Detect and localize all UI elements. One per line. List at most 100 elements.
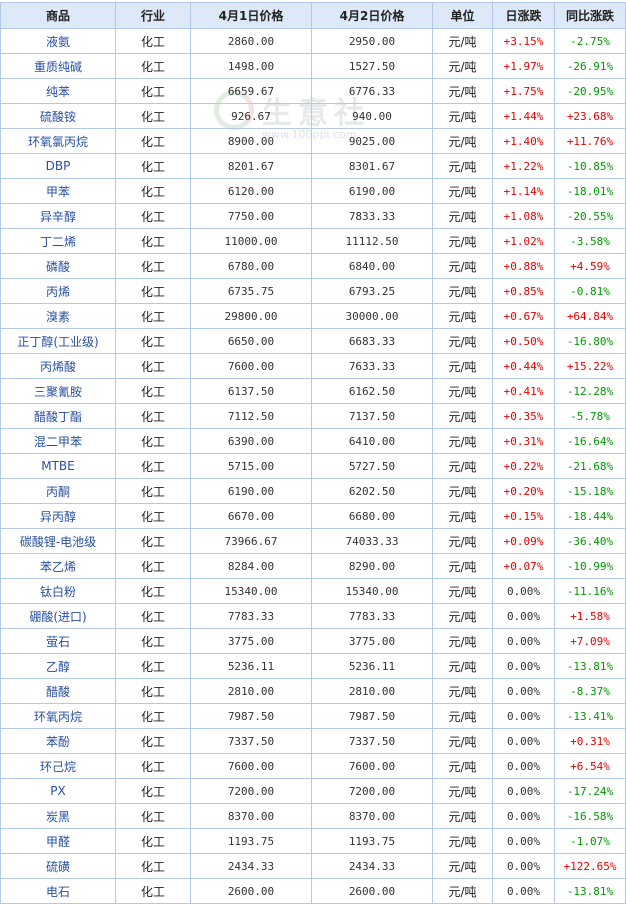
unit-cell: 元/吨 bbox=[432, 403, 493, 429]
product-name-link[interactable]: 正丁醇(工业级) bbox=[0, 328, 116, 354]
product-name-link[interactable]: 三聚氰胺 bbox=[0, 378, 116, 404]
product-name-link[interactable]: 苯酚 bbox=[0, 728, 116, 754]
product-name-link[interactable]: 萤石 bbox=[0, 628, 116, 654]
product-name-link[interactable]: 异丙醇 bbox=[0, 503, 116, 529]
header-industry: 行业 bbox=[115, 2, 191, 29]
price-apr1-cell: 1498.00 bbox=[190, 53, 312, 79]
unit-cell: 元/吨 bbox=[432, 53, 493, 79]
price-apr2-cell: 5727.50 bbox=[311, 453, 433, 479]
table-row: 丁二烯 化工 11000.00 11112.50 元/吨 +1.02% -3.58% bbox=[0, 228, 626, 254]
daily-change-cell: 0.00% bbox=[492, 728, 555, 754]
product-name-link[interactable]: 醋酸 bbox=[0, 678, 116, 704]
unit-cell: 元/吨 bbox=[432, 853, 493, 879]
product-name-link[interactable]: 磷酸 bbox=[0, 253, 116, 279]
header-daily-change: 日涨跌 bbox=[492, 2, 555, 29]
product-name-link[interactable]: 环氧丙烷 bbox=[0, 703, 116, 729]
daily-change-cell: 0.00% bbox=[492, 878, 555, 904]
unit-cell: 元/吨 bbox=[432, 203, 493, 229]
table-row: 磷酸 化工 6780.00 6840.00 元/吨 +0.88% +4.59% bbox=[0, 253, 626, 279]
product-name-link[interactable]: 环己烷 bbox=[0, 753, 116, 779]
yoy-change-cell: -10.85% bbox=[554, 153, 626, 179]
table-row: 甲苯 化工 6120.00 6190.00 元/吨 +1.14% -18.01% bbox=[0, 178, 626, 204]
daily-change-cell: +0.15% bbox=[492, 503, 555, 529]
product-name-link[interactable]: 丁二烯 bbox=[0, 228, 116, 254]
unit-cell: 元/吨 bbox=[432, 753, 493, 779]
price-apr2-cell: 6162.50 bbox=[311, 378, 433, 404]
price-apr1-cell: 8201.67 bbox=[190, 153, 312, 179]
product-name-link[interactable]: 丙酮 bbox=[0, 478, 116, 504]
product-name-link[interactable]: 溴素 bbox=[0, 303, 116, 329]
price-apr2-cell: 6793.25 bbox=[311, 278, 433, 304]
table-row: 正丁醇(工业级) 化工 6650.00 6683.33 元/吨 +0.50% -16.80% bbox=[0, 328, 626, 354]
price-apr1-cell: 5715.00 bbox=[190, 453, 312, 479]
table-row: 苯乙烯 化工 8284.00 8290.00 元/吨 +0.07% -10.99% bbox=[0, 553, 626, 579]
product-name-link[interactable]: 甲苯 bbox=[0, 178, 116, 204]
product-name-link[interactable]: DBP bbox=[0, 153, 116, 179]
product-name-link[interactable]: 醋酸丁酯 bbox=[0, 403, 116, 429]
price-apr1-cell: 15340.00 bbox=[190, 578, 312, 604]
product-name-link[interactable]: 环氧氯丙烷 bbox=[0, 128, 116, 154]
price-apr1-cell: 6735.75 bbox=[190, 278, 312, 304]
table-row: 电石 化工 2600.00 2600.00 元/吨 0.00% -13.81% bbox=[0, 878, 626, 904]
price-apr1-cell: 6137.50 bbox=[190, 378, 312, 404]
table-row: 碳酸锂-电池级 化工 73966.67 74033.33 元/吨 +0.09% -36.40… bbox=[0, 528, 626, 554]
product-name-link[interactable]: 乙醇 bbox=[0, 653, 116, 679]
industry-cell: 化工 bbox=[115, 28, 191, 54]
industry-cell: 化工 bbox=[115, 103, 191, 129]
daily-change-cell: 0.00% bbox=[492, 803, 555, 829]
industry-cell: 化工 bbox=[115, 628, 191, 654]
price-apr1-cell: 6659.67 bbox=[190, 78, 312, 104]
product-name-link[interactable]: 纯苯 bbox=[0, 78, 116, 104]
price-apr1-cell: 11000.00 bbox=[190, 228, 312, 254]
product-name-link[interactable]: 苯乙烯 bbox=[0, 553, 116, 579]
industry-cell: 化工 bbox=[115, 328, 191, 354]
yoy-change-cell: -16.64% bbox=[554, 428, 626, 454]
daily-change-cell: +0.31% bbox=[492, 428, 555, 454]
product-name-link[interactable]: 碳酸锂-电池级 bbox=[0, 528, 116, 554]
product-name-link[interactable]: 混二甲苯 bbox=[0, 428, 116, 454]
industry-cell: 化工 bbox=[115, 303, 191, 329]
product-name-link[interactable]: 硫酸铵 bbox=[0, 103, 116, 129]
unit-cell: 元/吨 bbox=[432, 728, 493, 754]
product-name-link[interactable]: 钛白粉 bbox=[0, 578, 116, 604]
yoy-change-cell: -21.68% bbox=[554, 453, 626, 479]
product-name-link[interactable]: 电石 bbox=[0, 878, 116, 904]
table-row: 溴素 化工 29800.00 30000.00 元/吨 +0.67% +64.84% bbox=[0, 303, 626, 329]
industry-cell: 化工 bbox=[115, 403, 191, 429]
industry-cell: 化工 bbox=[115, 53, 191, 79]
table-row: 乙醇 化工 5236.11 5236.11 元/吨 0.00% -13.81% bbox=[0, 653, 626, 679]
table-row: 混二甲苯 化工 6390.00 6410.00 元/吨 +0.31% -16.64% bbox=[0, 428, 626, 454]
yoy-change-cell: +1.58% bbox=[554, 603, 626, 629]
yoy-change-cell: -13.81% bbox=[554, 878, 626, 904]
price-apr2-cell: 6410.00 bbox=[311, 428, 433, 454]
product-name-link[interactable]: PX bbox=[0, 778, 116, 804]
price-apr2-cell: 7600.00 bbox=[311, 753, 433, 779]
yoy-change-cell: -1.07% bbox=[554, 828, 626, 854]
product-name-link[interactable]: 丙烯 bbox=[0, 278, 116, 304]
product-name-link[interactable]: 硫磺 bbox=[0, 853, 116, 879]
price-apr2-cell: 74033.33 bbox=[311, 528, 433, 554]
product-name-link[interactable]: 甲醛 bbox=[0, 828, 116, 854]
unit-cell: 元/吨 bbox=[432, 553, 493, 579]
product-name-link[interactable]: 炭黑 bbox=[0, 803, 116, 829]
product-name-link[interactable]: 异辛醇 bbox=[0, 203, 116, 229]
price-apr1-cell: 8370.00 bbox=[190, 803, 312, 829]
yoy-change-cell: -17.24% bbox=[554, 778, 626, 804]
price-apr1-cell: 6650.00 bbox=[190, 328, 312, 354]
industry-cell: 化工 bbox=[115, 753, 191, 779]
price-apr2-cell: 1527.50 bbox=[311, 53, 433, 79]
product-name-link[interactable]: 重质纯碱 bbox=[0, 53, 116, 79]
daily-change-cell: +0.09% bbox=[492, 528, 555, 554]
price-apr1-cell: 7112.50 bbox=[190, 403, 312, 429]
yoy-change-cell: -26.91% bbox=[554, 53, 626, 79]
unit-cell: 元/吨 bbox=[432, 103, 493, 129]
product-name-link[interactable]: 硼酸(进口) bbox=[0, 603, 116, 629]
product-name-link[interactable]: 液氨 bbox=[0, 28, 116, 54]
daily-change-cell: +1.02% bbox=[492, 228, 555, 254]
unit-cell: 元/吨 bbox=[432, 428, 493, 454]
yoy-change-cell: +4.59% bbox=[554, 253, 626, 279]
product-name-link[interactable]: 丙烯酸 bbox=[0, 353, 116, 379]
price-apr2-cell: 8290.00 bbox=[311, 553, 433, 579]
table-row: 硫酸铵 化工 926.67 940.00 元/吨 +1.44% +23.68% bbox=[0, 103, 626, 129]
product-name-link[interactable]: MTBE bbox=[0, 453, 116, 479]
